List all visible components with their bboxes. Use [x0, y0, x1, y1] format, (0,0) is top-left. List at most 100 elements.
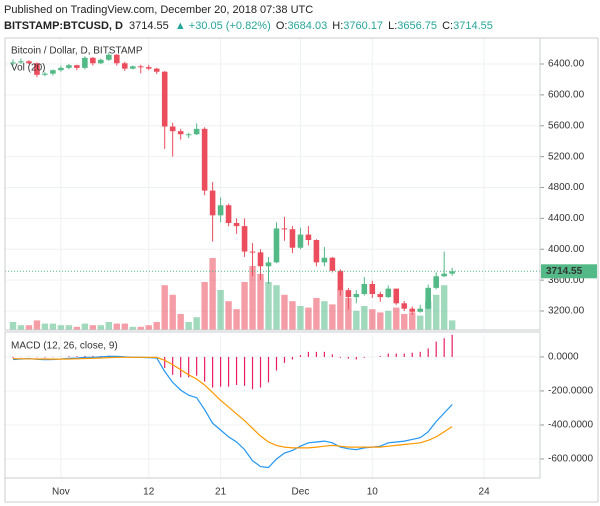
candle-body [34, 63, 40, 75]
volume-bar [433, 294, 440, 330]
histogram-bar [196, 356, 198, 376]
histogram-bar [315, 351, 318, 357]
ohlc-value: 3714.55 [453, 20, 493, 32]
candle-body [10, 62, 16, 64]
y-tick-label: -200.0000 [548, 386, 593, 397]
candle-body [50, 70, 56, 74]
histogram-bar [387, 353, 389, 357]
histogram-bar [339, 356, 341, 358]
candle-body [425, 287, 432, 309]
y-tick-label: -600.0000 [548, 454, 593, 465]
candle-body [66, 65, 72, 68]
histogram-bar [235, 356, 238, 385]
volume-bar [33, 320, 41, 330]
volume-bar [57, 325, 65, 330]
volume-bar [361, 306, 368, 330]
candle-body [273, 228, 280, 263]
volume-bar [337, 290, 344, 330]
histogram-bar [291, 356, 294, 360]
histogram-bar [355, 356, 357, 360]
plot-layer: Nov 12 21 Dec 10 24 3200.00 3600.00 4000.00 4400.… [4, 37, 599, 503]
candle-body [26, 61, 32, 64]
histogram-bar [435, 341, 437, 357]
volume-bar [217, 290, 224, 330]
histogram-bar [451, 334, 453, 357]
volume-bar [385, 310, 392, 330]
candle-body [441, 273, 447, 277]
volume-bar [249, 266, 256, 330]
volume-bar [25, 325, 33, 330]
candle-body [58, 67, 64, 71]
ohlc-label: H: [332, 20, 343, 32]
histogram-bar [212, 356, 214, 388]
volume-bar [417, 315, 424, 330]
volume-bar [440, 285, 448, 330]
candle-body [169, 126, 176, 132]
volume-bar [393, 307, 400, 330]
histogram-bar [164, 356, 166, 368]
histogram-bar [188, 356, 190, 378]
candle-body [337, 270, 344, 291]
volume-bar [265, 282, 272, 330]
x-tick-label: Nov [52, 487, 70, 498]
histogram-bar [331, 354, 333, 357]
volume-bar [129, 326, 136, 330]
candle-body [417, 308, 424, 312]
candle-body [281, 228, 288, 230]
candle-body [177, 131, 184, 135]
macd-line [12, 356, 453, 449]
volume-bar [185, 322, 192, 330]
y-tick-label: 4000.00 [548, 244, 585, 255]
volume-bar [241, 282, 248, 330]
volume-bar [65, 325, 73, 330]
histogram-bar [427, 348, 429, 357]
x-tick-label: 12 [143, 487, 155, 498]
candle-body [321, 257, 328, 263]
histogram-bar [347, 356, 349, 359]
y-tick-label: 0.0000 [548, 352, 579, 363]
candle-body [377, 294, 384, 298]
volume-bar [41, 323, 49, 330]
volume-bar [425, 301, 432, 330]
candle-body [369, 283, 376, 295]
macd-line [12, 355, 453, 469]
candle-body [361, 283, 368, 295]
y-tick-label: 6400.00 [548, 59, 585, 70]
volume-bar [97, 325, 105, 330]
histogram-bar [443, 338, 445, 357]
candle-body [106, 54, 112, 60]
candle-body [121, 63, 128, 69]
volume-bar [17, 325, 25, 330]
volume-bar [409, 312, 416, 330]
histogram-bar [204, 356, 206, 382]
candle-body [345, 290, 352, 298]
histogram-bar [68, 356, 70, 357]
candle-body [257, 252, 264, 267]
volume-bar [297, 306, 304, 330]
volume-bar [369, 309, 376, 330]
candle-body [153, 68, 160, 72]
candle-body [129, 66, 136, 69]
volume-bar [289, 301, 296, 330]
volume-bar [169, 294, 176, 330]
volume-bar [225, 301, 232, 330]
candle-body [305, 234, 312, 240]
volume-bar [193, 317, 200, 330]
histogram-bar [172, 356, 174, 375]
histogram-bar [283, 356, 286, 363]
volume-label: Vol (20) [11, 63, 45, 74]
candle-body [185, 134, 192, 136]
volume-bar [73, 326, 81, 330]
volume-bar [273, 285, 280, 330]
ohlc-label: O: [276, 20, 288, 32]
x-tick-label: 24 [479, 487, 491, 498]
candle-body [409, 308, 416, 312]
published-line: Published on TradingView.com, December 2… [4, 4, 313, 16]
volume-bar [281, 294, 288, 330]
y-tick-label: 4400.00 [548, 213, 585, 224]
volume-bar [353, 310, 360, 330]
volume-bar [313, 298, 320, 330]
candle-body [98, 59, 104, 64]
histogram-bar [227, 356, 230, 387]
histogram-bar [307, 351, 310, 357]
